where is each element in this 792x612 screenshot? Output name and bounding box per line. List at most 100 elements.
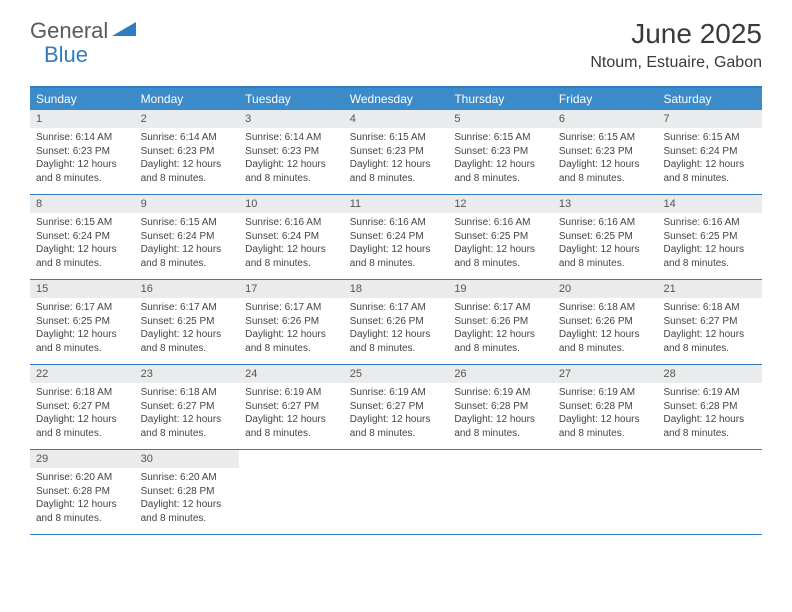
day-number: 9 <box>135 195 240 213</box>
day-info: Sunrise: 6:16 AMSunset: 6:25 PMDaylight:… <box>657 213 762 270</box>
day-header: Friday <box>553 88 658 110</box>
day-cell: 27Sunrise: 6:19 AMSunset: 6:28 PMDayligh… <box>553 365 658 449</box>
day-number: 18 <box>344 280 449 298</box>
day-number: 20 <box>553 280 658 298</box>
location-label: Ntoum, Estuaire, Gabon <box>590 54 762 72</box>
day-cell: 15Sunrise: 6:17 AMSunset: 6:25 PMDayligh… <box>30 280 135 364</box>
day-cell: 30Sunrise: 6:20 AMSunset: 6:28 PMDayligh… <box>135 450 240 534</box>
week-row: 15Sunrise: 6:17 AMSunset: 6:25 PMDayligh… <box>30 280 762 365</box>
day-cell: 10Sunrise: 6:16 AMSunset: 6:24 PMDayligh… <box>239 195 344 279</box>
day-cell: 2Sunrise: 6:14 AMSunset: 6:23 PMDaylight… <box>135 110 240 194</box>
day-number: 6 <box>553 110 658 128</box>
weeks-container: 1Sunrise: 6:14 AMSunset: 6:23 PMDaylight… <box>30 110 762 535</box>
day-number: 10 <box>239 195 344 213</box>
day-header: Saturday <box>657 88 762 110</box>
day-number: 28 <box>657 365 762 383</box>
day-info: Sunrise: 6:18 AMSunset: 6:27 PMDaylight:… <box>135 383 240 440</box>
day-info: Sunrise: 6:14 AMSunset: 6:23 PMDaylight:… <box>239 128 344 185</box>
day-info: Sunrise: 6:16 AMSunset: 6:25 PMDaylight:… <box>553 213 658 270</box>
day-number: 7 <box>657 110 762 128</box>
day-cell: 29Sunrise: 6:20 AMSunset: 6:28 PMDayligh… <box>30 450 135 534</box>
day-number: 2 <box>135 110 240 128</box>
day-cell: 20Sunrise: 6:18 AMSunset: 6:26 PMDayligh… <box>553 280 658 364</box>
day-cell <box>344 450 449 534</box>
day-number: 16 <box>135 280 240 298</box>
day-number: 13 <box>553 195 658 213</box>
month-title: June 2025 <box>590 18 762 50</box>
day-cell: 11Sunrise: 6:16 AMSunset: 6:24 PMDayligh… <box>344 195 449 279</box>
day-header: Wednesday <box>344 88 449 110</box>
day-number: 15 <box>30 280 135 298</box>
day-cell: 7Sunrise: 6:15 AMSunset: 6:24 PMDaylight… <box>657 110 762 194</box>
day-info: Sunrise: 6:19 AMSunset: 6:27 PMDaylight:… <box>344 383 449 440</box>
day-cell: 26Sunrise: 6:19 AMSunset: 6:28 PMDayligh… <box>448 365 553 449</box>
day-info: Sunrise: 6:20 AMSunset: 6:28 PMDaylight:… <box>135 468 240 525</box>
day-cell: 22Sunrise: 6:18 AMSunset: 6:27 PMDayligh… <box>30 365 135 449</box>
day-info: Sunrise: 6:20 AMSunset: 6:28 PMDaylight:… <box>30 468 135 525</box>
day-cell: 18Sunrise: 6:17 AMSunset: 6:26 PMDayligh… <box>344 280 449 364</box>
day-cell: 16Sunrise: 6:17 AMSunset: 6:25 PMDayligh… <box>135 280 240 364</box>
day-info: Sunrise: 6:15 AMSunset: 6:24 PMDaylight:… <box>135 213 240 270</box>
day-cell: 5Sunrise: 6:15 AMSunset: 6:23 PMDaylight… <box>448 110 553 194</box>
day-number: 26 <box>448 365 553 383</box>
day-cell: 25Sunrise: 6:19 AMSunset: 6:27 PMDayligh… <box>344 365 449 449</box>
day-info: Sunrise: 6:19 AMSunset: 6:27 PMDaylight:… <box>239 383 344 440</box>
day-number: 5 <box>448 110 553 128</box>
logo-text-blue: Blue <box>44 42 88 68</box>
day-number: 17 <box>239 280 344 298</box>
day-cell: 13Sunrise: 6:16 AMSunset: 6:25 PMDayligh… <box>553 195 658 279</box>
logo-text-general: General <box>30 18 108 44</box>
day-info: Sunrise: 6:14 AMSunset: 6:23 PMDaylight:… <box>30 128 135 185</box>
day-cell: 9Sunrise: 6:15 AMSunset: 6:24 PMDaylight… <box>135 195 240 279</box>
day-cell: 21Sunrise: 6:18 AMSunset: 6:27 PMDayligh… <box>657 280 762 364</box>
day-number: 22 <box>30 365 135 383</box>
day-cell <box>239 450 344 534</box>
day-cell: 19Sunrise: 6:17 AMSunset: 6:26 PMDayligh… <box>448 280 553 364</box>
day-number: 4 <box>344 110 449 128</box>
day-info: Sunrise: 6:14 AMSunset: 6:23 PMDaylight:… <box>135 128 240 185</box>
day-header: Tuesday <box>239 88 344 110</box>
day-number: 1 <box>30 110 135 128</box>
day-cell <box>448 450 553 534</box>
day-info: Sunrise: 6:17 AMSunset: 6:26 PMDaylight:… <box>448 298 553 355</box>
week-row: 29Sunrise: 6:20 AMSunset: 6:28 PMDayligh… <box>30 450 762 535</box>
day-info: Sunrise: 6:19 AMSunset: 6:28 PMDaylight:… <box>657 383 762 440</box>
day-number: 24 <box>239 365 344 383</box>
day-info: Sunrise: 6:15 AMSunset: 6:23 PMDaylight:… <box>344 128 449 185</box>
day-info: Sunrise: 6:18 AMSunset: 6:27 PMDaylight:… <box>30 383 135 440</box>
day-info: Sunrise: 6:17 AMSunset: 6:25 PMDaylight:… <box>30 298 135 355</box>
day-info: Sunrise: 6:16 AMSunset: 6:24 PMDaylight:… <box>344 213 449 270</box>
day-cell <box>657 450 762 534</box>
day-number: 3 <box>239 110 344 128</box>
day-number: 14 <box>657 195 762 213</box>
day-cell: 8Sunrise: 6:15 AMSunset: 6:24 PMDaylight… <box>30 195 135 279</box>
day-header-row: SundayMondayTuesdayWednesdayThursdayFrid… <box>30 88 762 110</box>
logo: General <box>30 18 138 44</box>
day-info: Sunrise: 6:16 AMSunset: 6:25 PMDaylight:… <box>448 213 553 270</box>
day-number: 29 <box>30 450 135 468</box>
day-header: Thursday <box>448 88 553 110</box>
calendar: SundayMondayTuesdayWednesdayThursdayFrid… <box>30 86 762 535</box>
day-cell: 28Sunrise: 6:19 AMSunset: 6:28 PMDayligh… <box>657 365 762 449</box>
day-cell <box>553 450 658 534</box>
day-number: 30 <box>135 450 240 468</box>
day-info: Sunrise: 6:17 AMSunset: 6:26 PMDaylight:… <box>239 298 344 355</box>
title-block: June 2025 Ntoum, Estuaire, Gabon <box>590 18 762 72</box>
day-cell: 1Sunrise: 6:14 AMSunset: 6:23 PMDaylight… <box>30 110 135 194</box>
day-cell: 24Sunrise: 6:19 AMSunset: 6:27 PMDayligh… <box>239 365 344 449</box>
day-info: Sunrise: 6:17 AMSunset: 6:25 PMDaylight:… <box>135 298 240 355</box>
day-header: Sunday <box>30 88 135 110</box>
day-info: Sunrise: 6:18 AMSunset: 6:26 PMDaylight:… <box>553 298 658 355</box>
day-info: Sunrise: 6:16 AMSunset: 6:24 PMDaylight:… <box>239 213 344 270</box>
day-info: Sunrise: 6:15 AMSunset: 6:24 PMDaylight:… <box>657 128 762 185</box>
day-cell: 23Sunrise: 6:18 AMSunset: 6:27 PMDayligh… <box>135 365 240 449</box>
day-info: Sunrise: 6:19 AMSunset: 6:28 PMDaylight:… <box>448 383 553 440</box>
day-cell: 17Sunrise: 6:17 AMSunset: 6:26 PMDayligh… <box>239 280 344 364</box>
day-info: Sunrise: 6:18 AMSunset: 6:27 PMDaylight:… <box>657 298 762 355</box>
day-info: Sunrise: 6:15 AMSunset: 6:23 PMDaylight:… <box>448 128 553 185</box>
day-number: 27 <box>553 365 658 383</box>
day-number: 25 <box>344 365 449 383</box>
week-row: 1Sunrise: 6:14 AMSunset: 6:23 PMDaylight… <box>30 110 762 195</box>
day-info: Sunrise: 6:19 AMSunset: 6:28 PMDaylight:… <box>553 383 658 440</box>
day-number: 23 <box>135 365 240 383</box>
